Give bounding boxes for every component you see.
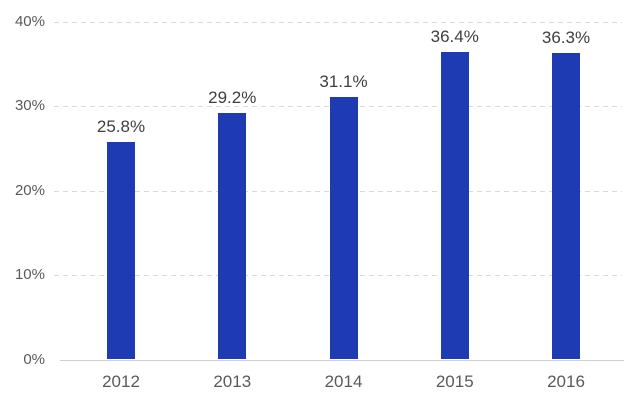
x-axis-tick-label: 2016 (547, 372, 585, 391)
x-axis-tick-label: 2012 (102, 372, 140, 391)
bar-2014 (330, 97, 358, 360)
bar-value-label: 36.3% (541, 28, 591, 47)
bar-2016 (552, 53, 580, 360)
y-axis-tick-label: 40% (14, 13, 45, 30)
x-axis-tick-label: 2013 (213, 372, 252, 391)
y-axis-tick-label: 30% (14, 97, 45, 114)
bar-value-label: 25.8% (96, 117, 146, 136)
gridline-40% (54, 22, 622, 23)
bar-2013 (218, 113, 246, 360)
x-axis-baseline (60, 360, 624, 361)
x-axis-tick-label: 2014 (324, 372, 363, 391)
bar-value-label: 36.4% (430, 27, 479, 46)
y-axis-tick-label: 20% (14, 182, 45, 199)
y-axis-tick-label: 0% (23, 351, 45, 368)
bar-value-label: 31.1% (319, 72, 368, 91)
bar-2012 (107, 141, 135, 360)
x-axis-tick-label: 2015 (435, 372, 474, 391)
bar-2015 (441, 52, 469, 360)
y-axis-tick-label: 10% (14, 266, 45, 283)
bar-value-label: 29.2% (208, 88, 257, 107)
